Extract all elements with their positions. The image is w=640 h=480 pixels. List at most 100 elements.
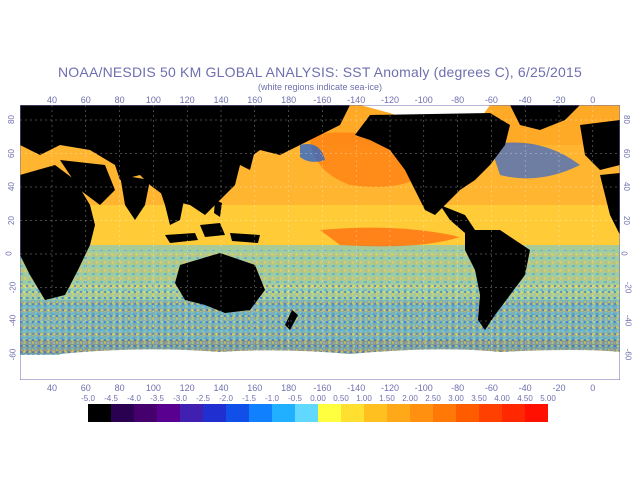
colorbar-label: -3.5 xyxy=(150,394,164,403)
longitude-label: 180 xyxy=(281,383,297,393)
longitude-label: 40 xyxy=(46,383,58,393)
colorbar-label: 4.00 xyxy=(494,394,510,403)
colorbar-label: -4.5 xyxy=(104,394,118,403)
colorbar-segment xyxy=(502,404,526,422)
colorbar-segment xyxy=(341,404,365,422)
longitude-label: -160 xyxy=(313,95,332,105)
longitude-label: -60 xyxy=(484,95,498,105)
colorbar-segment xyxy=(295,404,319,422)
latitude-label: 0 xyxy=(4,251,14,256)
colorbar-segment xyxy=(479,404,503,422)
colorbar-label: 5.00 xyxy=(540,394,556,403)
grid-lines xyxy=(20,105,620,380)
longitude-label: -60 xyxy=(484,383,498,393)
longitude-label: -20 xyxy=(552,383,566,393)
longitude-label: -120 xyxy=(380,95,400,105)
latitude-label: -60 xyxy=(623,348,633,360)
colorbar-segment xyxy=(157,404,181,422)
longitude-label: 140 xyxy=(213,383,229,393)
colorbar-segment xyxy=(410,404,434,422)
colorbar-segment xyxy=(111,404,135,422)
longitude-label: 180 xyxy=(281,95,297,105)
colorbar-label: -3.0 xyxy=(173,394,187,403)
latitude-label: 0 xyxy=(619,251,629,256)
colorbar-segment xyxy=(364,404,388,422)
colorbar-segment xyxy=(387,404,411,422)
colorbar-segment xyxy=(525,404,548,422)
colorbar-label: 0.00 xyxy=(310,394,326,403)
longitude-label: -160 xyxy=(313,383,332,393)
longitude-label: -80 xyxy=(451,95,465,105)
colorbar-segment xyxy=(456,404,480,422)
land-masses xyxy=(20,105,620,330)
longitude-label: 80 xyxy=(114,95,125,105)
colorbar-segment xyxy=(180,404,204,422)
map-subtitle: (white regions indicate sea-ice) xyxy=(257,82,383,92)
colorbar-segment xyxy=(249,404,273,422)
latitude-label: -60 xyxy=(8,348,18,360)
colorbar-segment xyxy=(203,404,227,422)
longitude-label: -40 xyxy=(518,95,532,105)
colorbar-label: -1.0 xyxy=(265,394,279,403)
longitude-label: 80 xyxy=(114,383,125,393)
latitude-label: 80 xyxy=(6,115,16,124)
longitude-label: 0 xyxy=(590,383,596,393)
longitude-label: -40 xyxy=(518,383,532,393)
antarctic-sea-ice xyxy=(20,353,620,380)
longitude-label: 140 xyxy=(213,95,229,105)
latitude-label: -40 xyxy=(8,314,18,327)
colorbar-segment xyxy=(272,404,296,422)
map-title: NOAA/NESDIS 50 KM GLOBAL ANALYSIS: SST A… xyxy=(58,64,582,80)
latitude-label: -40 xyxy=(623,314,633,327)
sst-anomaly-map xyxy=(20,105,620,380)
longitude-label: -80 xyxy=(451,383,465,393)
north-atlantic-cool-patch xyxy=(490,142,580,179)
colorbar-label: -0.5 xyxy=(288,394,302,403)
longitude-label: 120 xyxy=(179,383,195,393)
latitude-label: 80 xyxy=(621,115,631,124)
latitude-label: -20 xyxy=(8,281,18,293)
colorbar-segment xyxy=(318,404,342,422)
longitude-label: 120 xyxy=(179,95,195,105)
colorbar-label: 3.00 xyxy=(448,394,464,403)
colorbar-label: -4.0 xyxy=(127,394,141,403)
latitude-label: 20 xyxy=(621,215,631,225)
latitude-label: 60 xyxy=(6,148,16,158)
colorbar-label: 0.50 xyxy=(333,394,349,403)
colorbar-label: 2.00 xyxy=(402,394,418,403)
latitude-label: 60 xyxy=(621,148,631,158)
colorbar-label: 2.50 xyxy=(425,394,441,403)
colorbar-segment xyxy=(134,404,158,422)
colorbar-label: 1.50 xyxy=(379,394,395,403)
colorbar-label: 1.00 xyxy=(356,394,372,403)
longitude-label: -100 xyxy=(414,383,433,393)
longitude-label: -20 xyxy=(552,95,566,105)
colorbar-segment xyxy=(226,404,250,422)
colorbar-label: 4.50 xyxy=(517,394,533,403)
el-nino-warm-tongue xyxy=(320,227,460,247)
longitude-label: 60 xyxy=(80,95,91,105)
longitude-label: 40 xyxy=(46,95,58,105)
longitude-label: -140 xyxy=(347,95,366,105)
latitude-label: 40 xyxy=(6,182,16,191)
colorbar-segment xyxy=(433,404,457,422)
longitude-label: -140 xyxy=(347,383,366,393)
colorbar-label: -2.5 xyxy=(196,394,210,403)
colorbar-label: 3.50 xyxy=(471,394,487,403)
colorbar-label: -1.5 xyxy=(242,394,256,403)
longitude-label: -100 xyxy=(414,95,433,105)
longitude-label: 160 xyxy=(247,383,263,393)
latitude-label: -20 xyxy=(623,281,633,293)
latitude-label: 20 xyxy=(6,215,16,225)
colorbar-label: -5.0 xyxy=(81,394,95,403)
longitude-label: 100 xyxy=(145,95,161,105)
longitude-label: 0 xyxy=(590,95,596,105)
colorbar-segment xyxy=(88,404,112,422)
colorbar-label: -2.0 xyxy=(219,394,233,403)
colorbar xyxy=(88,404,548,422)
latitude-label: 40 xyxy=(621,182,631,191)
longitude-label: -120 xyxy=(380,383,400,393)
longitude-label: 60 xyxy=(80,383,91,393)
longitude-label: 100 xyxy=(145,383,161,393)
longitude-label: 160 xyxy=(247,95,263,105)
